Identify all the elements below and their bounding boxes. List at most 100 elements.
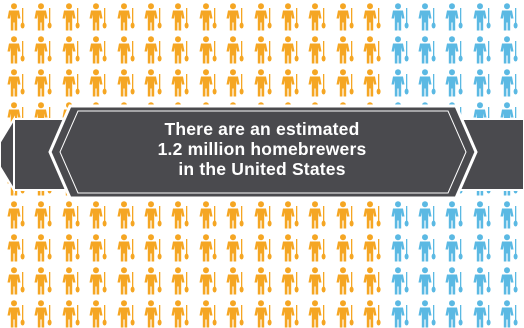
person-with-spoon-icon (144, 267, 162, 295)
person-with-spoon-icon (473, 102, 491, 130)
person-with-spoon-icon (34, 168, 52, 196)
person-with-spoon-icon (171, 201, 189, 229)
person-with-spoon-icon (391, 300, 409, 328)
person-with-spoon-icon (308, 201, 326, 229)
person-with-spoon-icon (308, 69, 326, 97)
person-with-spoon-icon (336, 234, 354, 262)
person-with-spoon-icon (445, 135, 463, 163)
person-with-spoon-icon (117, 3, 135, 31)
person-with-spoon-icon (62, 135, 80, 163)
person-with-spoon-icon (89, 3, 107, 31)
person-with-spoon-icon (89, 168, 107, 196)
person-with-spoon-icon (226, 267, 244, 295)
person-with-spoon-icon (199, 69, 217, 97)
person-with-spoon-icon (336, 267, 354, 295)
person-with-spoon-icon (391, 234, 409, 262)
person-with-spoon-icon (391, 201, 409, 229)
person-with-spoon-icon (199, 300, 217, 328)
person-with-spoon-icon (254, 300, 272, 328)
person-with-spoon-icon (418, 135, 436, 163)
person-with-spoon-icon (199, 36, 217, 64)
person-with-spoon-icon (144, 36, 162, 64)
person-with-spoon-icon (62, 267, 80, 295)
person-with-spoon-icon (445, 201, 463, 229)
banner-text: There are an estimated 1.2 million homeb… (125, 119, 399, 179)
person-with-spoon-icon (254, 201, 272, 229)
person-with-spoon-icon (117, 300, 135, 328)
person-with-spoon-icon (117, 201, 135, 229)
person-with-spoon-icon (199, 3, 217, 31)
person-with-spoon-icon (89, 135, 107, 163)
person-with-spoon-icon (500, 36, 518, 64)
person-with-spoon-icon (500, 300, 518, 328)
person-with-spoon-icon (171, 300, 189, 328)
person-with-spoon-icon (363, 234, 381, 262)
person-with-spoon-icon (7, 234, 25, 262)
person-with-spoon-icon (363, 267, 381, 295)
person-with-spoon-icon (62, 201, 80, 229)
person-with-spoon-icon (473, 168, 491, 196)
person-with-spoon-icon (391, 267, 409, 295)
person-with-spoon-icon (336, 36, 354, 64)
person-with-spoon-icon (117, 36, 135, 64)
person-with-spoon-icon (308, 36, 326, 64)
person-with-spoon-icon (171, 36, 189, 64)
person-with-spoon-icon (336, 69, 354, 97)
person-with-spoon-icon (226, 3, 244, 31)
person-with-spoon-icon (308, 300, 326, 328)
person-with-spoon-icon (7, 267, 25, 295)
person-with-spoon-icon (473, 3, 491, 31)
person-with-spoon-icon (199, 201, 217, 229)
person-with-spoon-icon (473, 135, 491, 163)
person-with-spoon-icon (363, 69, 381, 97)
person-with-spoon-icon (199, 234, 217, 262)
person-with-spoon-icon (89, 69, 107, 97)
person-with-spoon-icon (7, 300, 25, 328)
person-with-spoon-icon (500, 102, 518, 130)
person-with-spoon-icon (34, 135, 52, 163)
banner-line-1: There are an estimated (164, 119, 360, 139)
person-with-spoon-icon (226, 234, 244, 262)
person-with-spoon-icon (144, 300, 162, 328)
person-with-spoon-icon (7, 201, 25, 229)
person-with-spoon-icon (34, 3, 52, 31)
person-with-spoon-icon (62, 3, 80, 31)
person-with-spoon-icon (171, 234, 189, 262)
person-with-spoon-icon (308, 234, 326, 262)
person-with-spoon-icon (62, 234, 80, 262)
person-with-spoon-icon (445, 168, 463, 196)
person-with-spoon-icon (34, 69, 52, 97)
person-with-spoon-icon (34, 300, 52, 328)
person-with-spoon-icon (117, 267, 135, 295)
person-with-spoon-icon (7, 135, 25, 163)
person-with-spoon-icon (418, 69, 436, 97)
person-with-spoon-icon (281, 201, 299, 229)
person-with-spoon-icon (7, 168, 25, 196)
person-with-spoon-icon (363, 201, 381, 229)
person-with-spoon-icon (500, 135, 518, 163)
person-with-spoon-icon (144, 3, 162, 31)
person-with-spoon-icon (473, 267, 491, 295)
person-with-spoon-icon (363, 3, 381, 31)
person-with-spoon-icon (171, 267, 189, 295)
person-with-spoon-icon (363, 36, 381, 64)
person-with-spoon-icon (89, 267, 107, 295)
person-with-spoon-icon (418, 267, 436, 295)
person-with-spoon-icon (62, 102, 80, 130)
person-with-spoon-icon (62, 69, 80, 97)
person-with-spoon-icon (226, 36, 244, 64)
person-with-spoon-icon (445, 267, 463, 295)
person-with-spoon-icon (144, 69, 162, 97)
person-with-spoon-icon (445, 36, 463, 64)
person-with-spoon-icon (336, 201, 354, 229)
person-with-spoon-icon (418, 3, 436, 31)
person-with-spoon-icon (391, 3, 409, 31)
person-with-spoon-icon (89, 36, 107, 64)
person-with-spoon-icon (418, 300, 436, 328)
person-with-spoon-icon (500, 267, 518, 295)
person-with-spoon-icon (117, 69, 135, 97)
person-with-spoon-icon (473, 234, 491, 262)
person-with-spoon-icon (391, 69, 409, 97)
person-with-spoon-icon (254, 69, 272, 97)
person-with-spoon-icon (500, 201, 518, 229)
